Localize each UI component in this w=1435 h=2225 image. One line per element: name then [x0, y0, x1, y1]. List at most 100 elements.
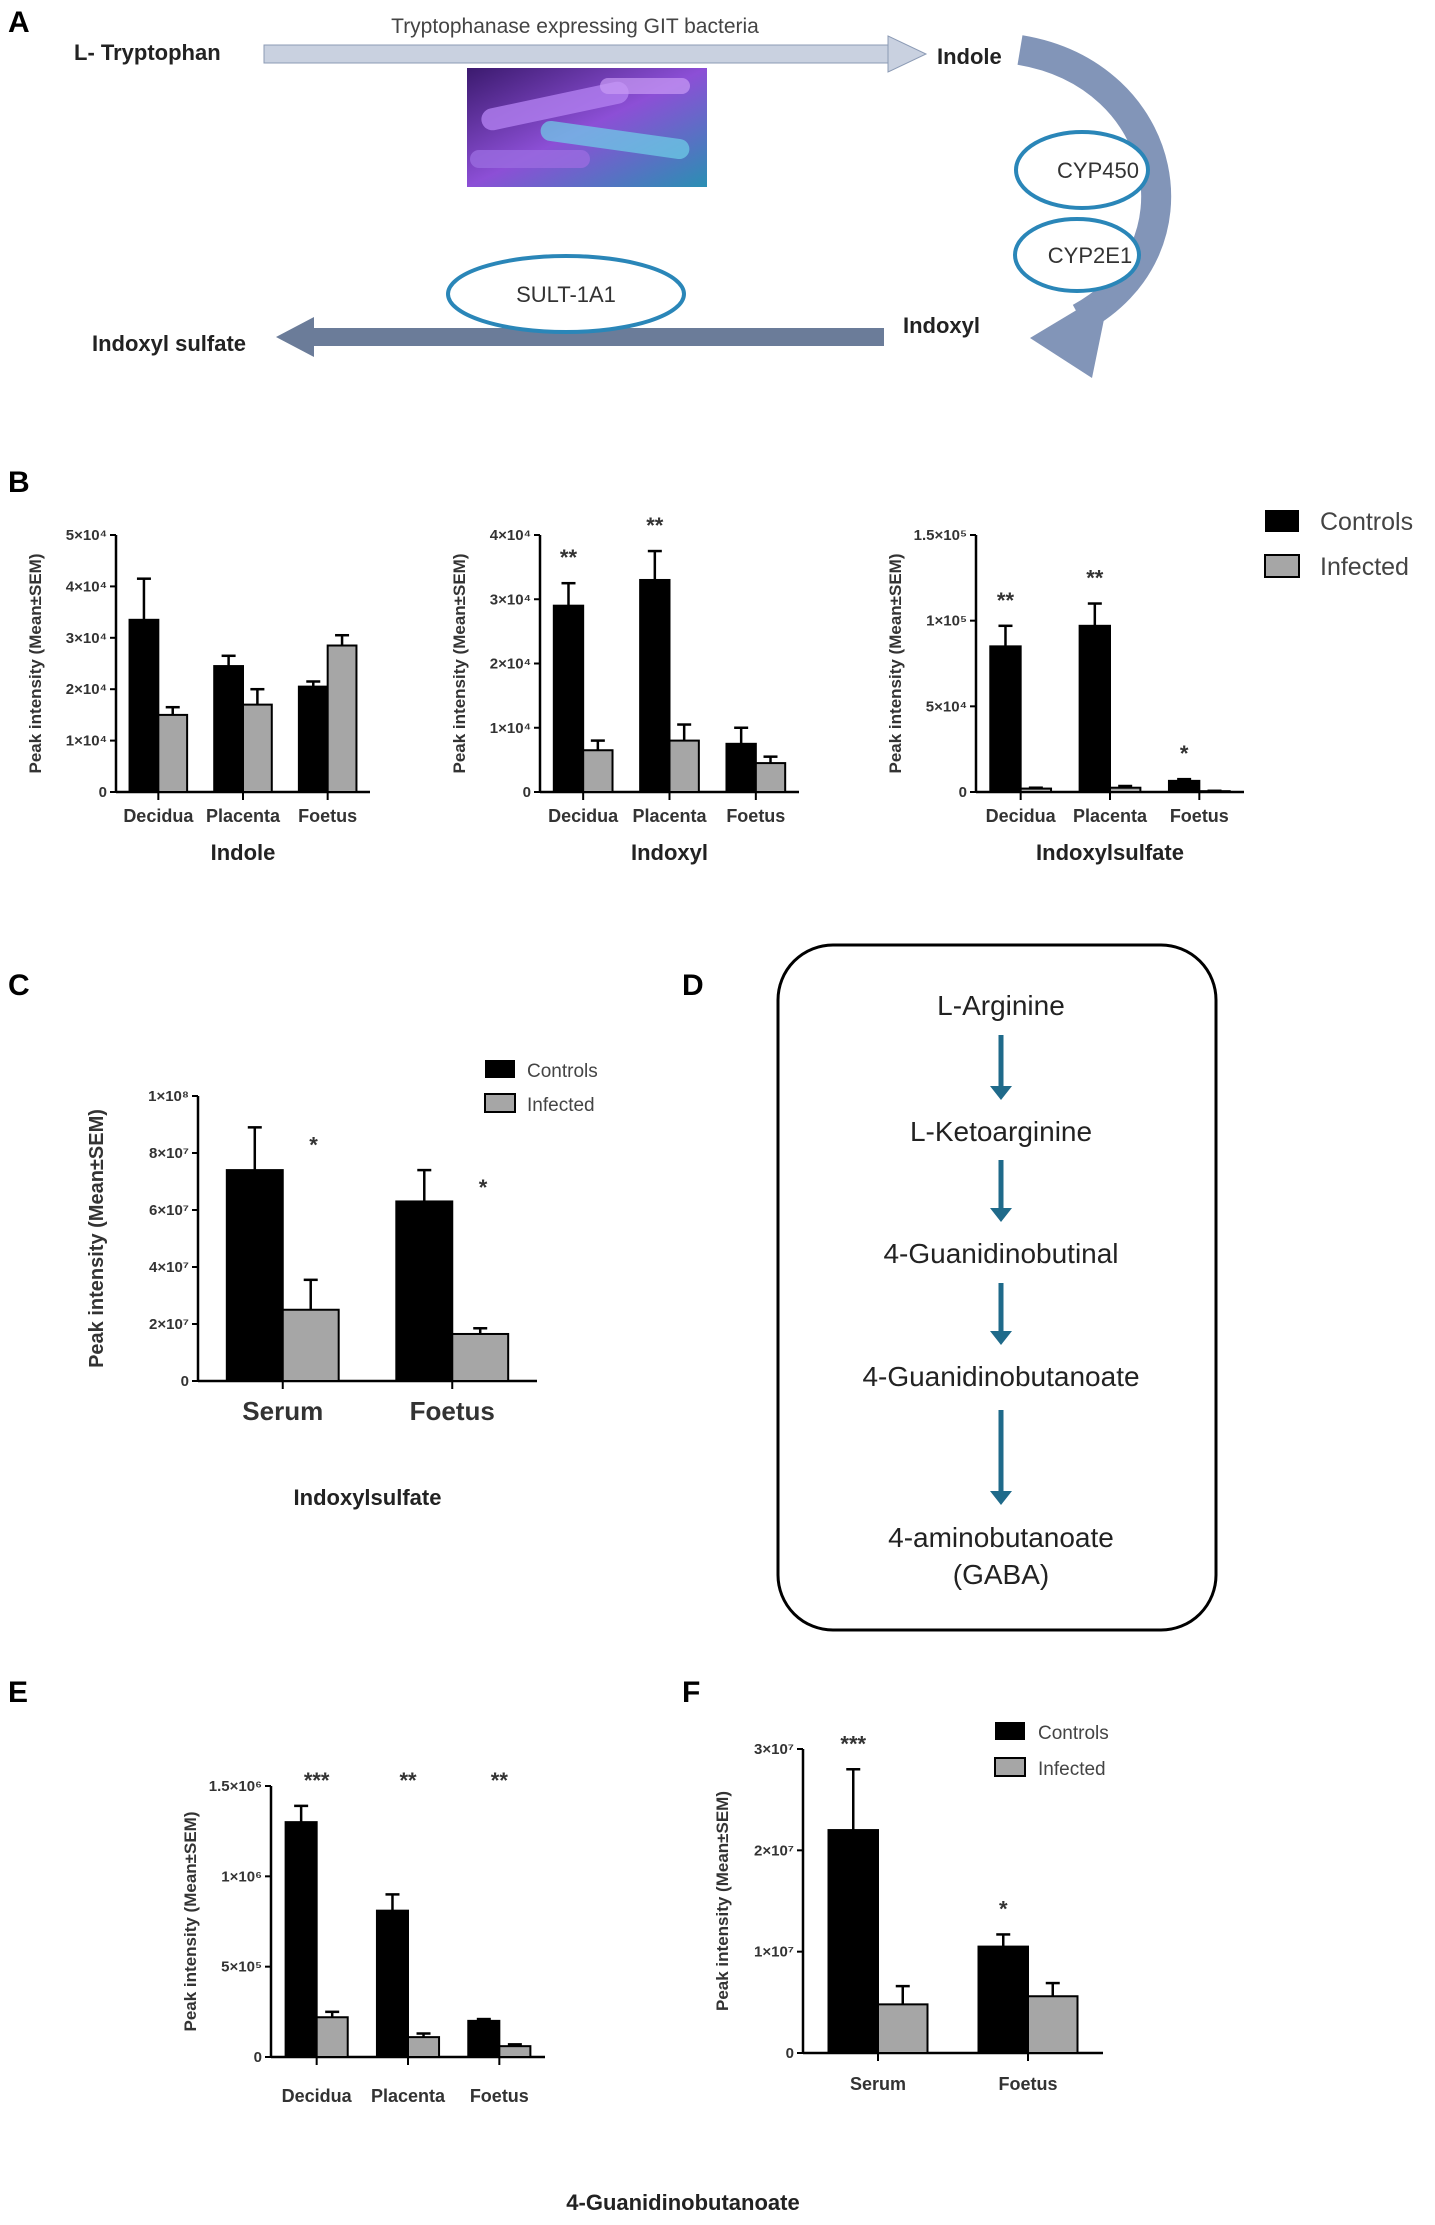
bar-infected — [451, 1332, 510, 1382]
bacteria-image — [467, 68, 707, 187]
arrow-head-icon — [990, 1491, 1012, 1505]
y-tick-label: 2×10⁷ — [754, 1842, 794, 1859]
step-4-aminobutanoate: 4-aminobutanoate — [888, 1522, 1114, 1553]
legend-swatch-controls — [1265, 510, 1299, 532]
significance-marker: * — [999, 1896, 1008, 1921]
bar-controls — [1167, 779, 1201, 794]
panel-label-d: D — [682, 969, 704, 1002]
bar-controls — [989, 645, 1022, 793]
bar-infected — [1109, 786, 1142, 794]
significance-marker: * — [479, 1175, 488, 1200]
y-axis-label: Peak intensity (Mean±SEM) — [26, 554, 45, 774]
category-label: Serum — [242, 1396, 323, 1426]
panel-label-b: B — [8, 466, 30, 499]
category-label: Foetus — [410, 1396, 495, 1426]
bar-controls — [128, 618, 160, 793]
legend-label-infected: Infected — [1320, 553, 1409, 581]
chart-b-1: 0 1×10⁴ 2×10⁴ 3×10⁴ 4×10⁴ Peak intensity (Mea… — [450, 513, 799, 865]
y-tick-label: 5×10⁵ — [221, 1959, 262, 1976]
step-4-guanidinobutanoate: 4-Guanidinobutanoate — [862, 1361, 1139, 1392]
y-axis-label: Peak intensity (Mean±SEM) — [450, 554, 469, 774]
category-label: Placenta — [632, 806, 707, 826]
bar-controls — [213, 665, 244, 794]
bar-controls — [552, 604, 585, 793]
significance-marker: ** — [560, 545, 578, 570]
category-label: Placenta — [206, 806, 281, 826]
category-label: Decidua — [986, 806, 1057, 826]
category-label: Serum — [850, 2074, 906, 2094]
category-label: Decidua — [282, 2086, 353, 2106]
chart-b-0: 0 1×10⁴ 2×10⁴ 3×10⁴ 4×10⁴ 5×10⁴ Peak intensity… — [26, 527, 370, 865]
bar-controls — [225, 1169, 284, 1382]
chart-title: Indoxyl — [631, 840, 708, 865]
category-label: Foetus — [470, 2086, 529, 2106]
y-axis-label: Peak intensity (Mean±SEM) — [86, 1109, 108, 1368]
enzyme-cyp2e1-label: CYP2E1 — [1048, 243, 1132, 268]
chart-c-3: 0 2×10⁷ 4×10⁷ 6×10⁷ 8×10⁷ 1×10⁸ Peak intensity… — [86, 1088, 537, 1510]
y-tick-label: 5×10⁴ — [66, 527, 107, 544]
y-tick-label: 1.5×10⁵ — [914, 527, 967, 544]
enzyme-cyp450-label: CYP450 — [1057, 158, 1139, 183]
significance-marker: * — [1180, 741, 1189, 766]
significance-marker: ** — [1086, 566, 1104, 591]
arrow-head-icon — [990, 1086, 1012, 1100]
bar-infected — [668, 739, 700, 793]
category-label: Placenta — [1073, 806, 1148, 826]
y-tick-label: 0 — [786, 2045, 794, 2062]
bar-infected — [877, 2003, 929, 2054]
panel-label-e: E — [8, 1676, 28, 1709]
pathway-d: L-Arginine L-Ketoarginine 4-Guanidinobut… — [776, 943, 1218, 1632]
bar-controls — [395, 1200, 454, 1382]
enzyme-sult1a1-label: SULT-1A1 — [516, 282, 616, 307]
chart-title: Indoxylsulfate — [294, 1485, 442, 1510]
step-4-guanidinobutinal: 4-Guanidinobutinal — [883, 1238, 1118, 1269]
bar-controls — [375, 1909, 409, 2059]
bar-infected — [754, 762, 787, 794]
bar-controls — [467, 2019, 501, 2059]
y-tick-label: 0 — [523, 784, 531, 801]
y-tick-label: 1.5×10⁶ — [209, 1778, 262, 1795]
bar-infected — [315, 2016, 349, 2058]
y-tick-label: 3×10⁴ — [66, 630, 107, 647]
y-tick-label: 0 — [254, 2049, 262, 2066]
chart-e-4: 0 5×10⁵ 1×10⁶ 1.5×10⁶ Peak intensity (Mean±S… — [181, 1768, 545, 2106]
pathway-a: L- Tryptophan Tryptophanase expressing G… — [74, 15, 1172, 378]
bar-controls — [1078, 624, 1112, 793]
significance-marker: * — [309, 1132, 318, 1157]
bar-controls — [639, 578, 671, 793]
y-tick-label: 6×10⁷ — [149, 1202, 189, 1219]
legend-label-infected: Infected — [1038, 1759, 1106, 1780]
arrow-indoxyl-to-sulfate — [276, 317, 884, 357]
chart-title: Indoxylsulfate — [1036, 840, 1184, 865]
node-indoxyl-sulfate: Indoxyl sulfate — [92, 331, 246, 356]
bar-infected — [157, 713, 189, 794]
y-axis-label: Peak intensity (Mean±SEM) — [181, 1812, 200, 2032]
node-indole: Indole — [937, 44, 1002, 69]
y-tick-label: 2×10⁴ — [66, 681, 107, 698]
category-label: Placenta — [371, 2086, 446, 2106]
shared-title-e-f: 4-Guanidinobutanoate — [566, 2190, 799, 2215]
bar-infected — [498, 2045, 532, 2059]
y-tick-label: 1×10⁴ — [490, 720, 531, 737]
legend-swatch-infected — [484, 1093, 516, 1113]
y-tick-label: 0 — [99, 784, 107, 801]
legend-label-controls: Controls — [1320, 508, 1413, 536]
chart-title: Indole — [211, 840, 276, 865]
pathway-d-box — [776, 943, 1218, 1632]
y-tick-label: 0 — [181, 1373, 189, 1390]
y-tick-label: 5×10⁴ — [926, 698, 967, 715]
significance-marker: ** — [399, 1768, 417, 1793]
step-l-ketoarginine: L-Ketoarginine — [910, 1116, 1092, 1147]
panel-label-a: A — [8, 6, 30, 39]
legend-label-controls: Controls — [1038, 1723, 1109, 1744]
bar-infected — [242, 703, 273, 793]
y-tick-label: 4×10⁴ — [66, 578, 107, 595]
arrow-head-icon — [990, 1331, 1012, 1345]
y-tick-label: 1×10⁴ — [66, 733, 107, 750]
enzyme-sult1a1 — [446, 254, 686, 334]
chart-f-5: 0 1×10⁷ 2×10⁷ 3×10⁷ Peak intensity (Mean±SEM… — [713, 1731, 1103, 2094]
panel-label-f: F — [682, 1676, 700, 1709]
category-label: Foetus — [998, 2074, 1057, 2094]
arrow-tryptophan-to-indole — [263, 35, 928, 73]
node-indoxyl: Indoxyl — [903, 313, 980, 338]
